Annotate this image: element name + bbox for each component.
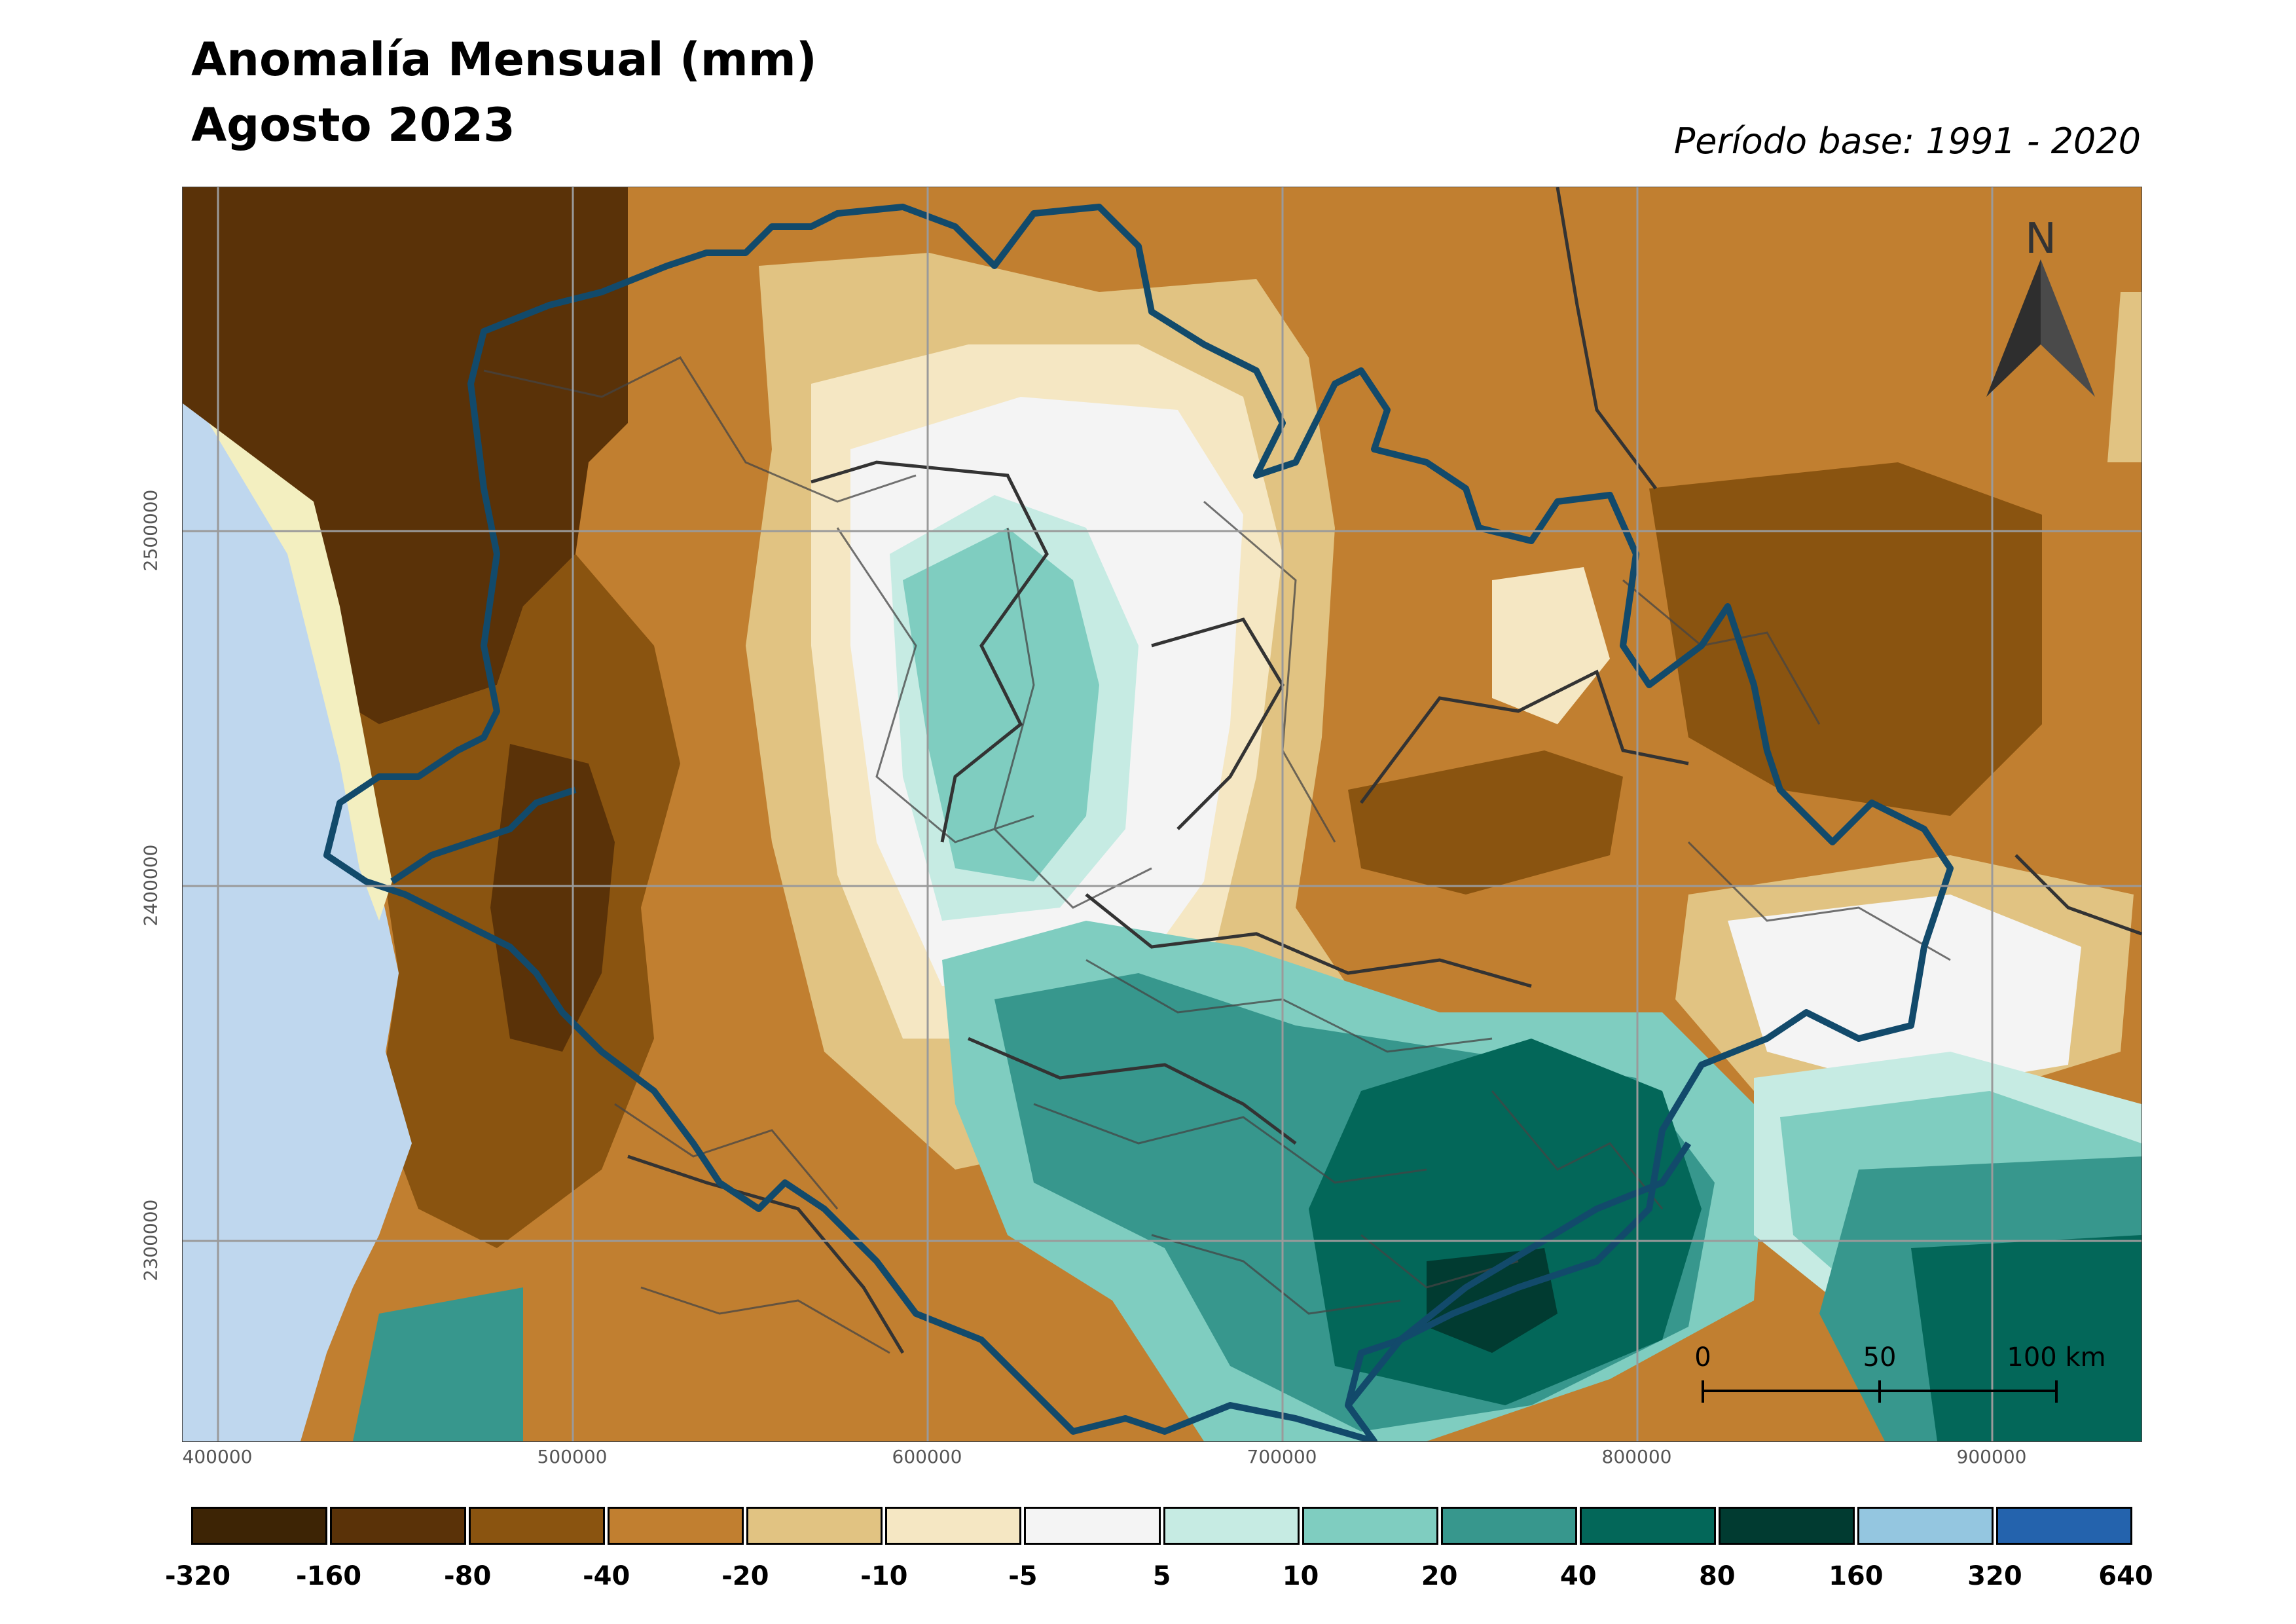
legend-label: -320: [164, 1561, 231, 1591]
legend-label: -10: [860, 1561, 908, 1591]
legend-label: 80: [1698, 1561, 1736, 1591]
north-arrow: N: [1986, 215, 2095, 397]
x-tick-label: 900000: [1956, 1446, 2027, 1467]
legend-swatch: [191, 1507, 328, 1545]
legend-swatch: [1024, 1507, 1161, 1545]
legend-label: -160: [296, 1561, 362, 1591]
legend-swatch: [1857, 1507, 1994, 1545]
zone-dry-east-mid: [1348, 750, 1623, 895]
scale-bar: 0 50 100 km: [1694, 1342, 2106, 1403]
legend-swatch: [1163, 1507, 1300, 1545]
region-boundaries: [627, 187, 2141, 1354]
map-date: Agosto 2023: [191, 98, 515, 152]
state-boundary: [323, 204, 1954, 1441]
legend-label: -40: [583, 1561, 630, 1591]
graticule: [183, 187, 2141, 1441]
zone-very-wet-far-southeast: [1911, 1235, 2141, 1441]
y-tick-label: 2500000: [139, 489, 162, 572]
zone-pale-east-island: [1492, 567, 1610, 724]
legend-swatch: [746, 1507, 883, 1545]
legend-label: 160: [1829, 1561, 1884, 1591]
legend-swatch: [1302, 1507, 1438, 1545]
legend-label: -20: [721, 1561, 769, 1591]
legend-swatch: [330, 1507, 467, 1545]
legend-swatch: [1996, 1507, 2133, 1545]
zone-dry-northeast: [1649, 462, 2042, 816]
legend-swatch: [1440, 1507, 1577, 1545]
legend-label: -5: [1008, 1561, 1038, 1591]
zone-very-wet-south: [1309, 1039, 1702, 1405]
legend-swatch: [469, 1507, 606, 1545]
sea: [183, 403, 412, 1441]
legend-swatch: [885, 1507, 1022, 1545]
legend-swatch: [608, 1507, 744, 1545]
scale-label-0: 0: [1694, 1342, 1711, 1373]
x-tick-label: 700000: [1247, 1446, 1317, 1467]
legend-label: 20: [1421, 1561, 1458, 1591]
legend-swatch: [1718, 1507, 1855, 1545]
state-boundary-inner: [390, 786, 577, 885]
zone-wet-southwest: [353, 1287, 523, 1441]
north-arrow-icon: [1986, 259, 2041, 397]
legend-label: -80: [444, 1561, 492, 1591]
y-tick-label: 2300000: [139, 1199, 162, 1282]
y-tick-label: 2400000: [139, 844, 162, 927]
legend-label: 640: [2098, 1561, 2153, 1591]
legend-label: 10: [1282, 1561, 1319, 1591]
legend-color-bar: [191, 1507, 2133, 1545]
x-tick-label: 400000: [182, 1446, 253, 1467]
scale-label-100: 100 km: [2007, 1342, 2105, 1373]
scale-label-50: 50: [1863, 1342, 1897, 1373]
legend-label: 320: [1967, 1561, 2022, 1591]
legend-label: 5: [1152, 1561, 1171, 1591]
x-tick-label: 800000: [1601, 1446, 1672, 1467]
state-boundary-south: [1345, 1141, 1692, 1408]
anomaly-map[interactable]: N 0 50 100 km: [182, 187, 2142, 1442]
legend-label: 40: [1559, 1561, 1597, 1591]
map-title: Anomalía Mensual (mm): [191, 33, 817, 86]
base-period: Período base: 1991 - 2020: [1673, 120, 2141, 162]
x-tick-label: 500000: [537, 1446, 608, 1467]
legend-swatch: [1579, 1507, 1716, 1545]
x-tick-label: 600000: [892, 1446, 962, 1467]
north-label: N: [2025, 215, 2056, 263]
zone-pale-far-east: [2107, 292, 2141, 462]
